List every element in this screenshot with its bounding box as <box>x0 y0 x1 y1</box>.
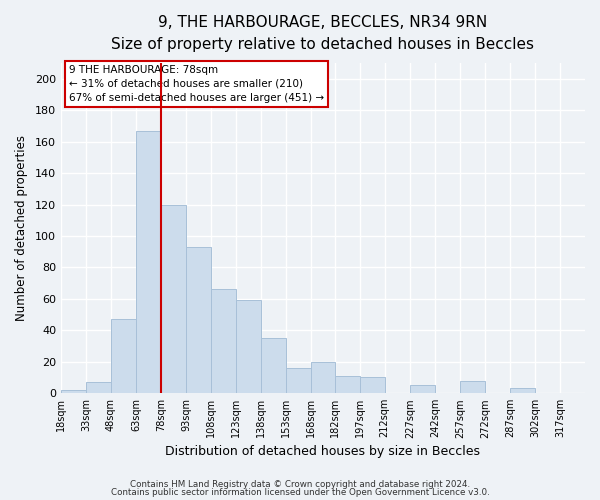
Bar <box>410 386 435 393</box>
Bar <box>359 378 385 393</box>
Bar <box>510 388 535 393</box>
Title: 9, THE HARBOURAGE, BECCLES, NR34 9RN
Size of property relative to detached house: 9, THE HARBOURAGE, BECCLES, NR34 9RN Siz… <box>112 15 535 52</box>
Bar <box>111 320 136 393</box>
Text: Contains HM Land Registry data © Crown copyright and database right 2024.: Contains HM Land Registry data © Crown c… <box>130 480 470 489</box>
Bar <box>86 382 111 393</box>
Y-axis label: Number of detached properties: Number of detached properties <box>15 135 28 321</box>
Bar <box>61 390 86 393</box>
Bar <box>460 380 485 393</box>
Bar <box>186 247 211 393</box>
Bar <box>236 300 261 393</box>
Text: Contains public sector information licensed under the Open Government Licence v3: Contains public sector information licen… <box>110 488 490 497</box>
Bar <box>286 368 311 393</box>
Bar <box>311 362 335 393</box>
X-axis label: Distribution of detached houses by size in Beccles: Distribution of detached houses by size … <box>166 444 481 458</box>
Bar <box>136 130 161 393</box>
Text: 9 THE HARBOURAGE: 78sqm
← 31% of detached houses are smaller (210)
67% of semi-d: 9 THE HARBOURAGE: 78sqm ← 31% of detache… <box>69 64 324 102</box>
Bar <box>261 338 286 393</box>
Bar <box>161 204 186 393</box>
Bar <box>335 376 359 393</box>
Bar <box>211 290 236 393</box>
